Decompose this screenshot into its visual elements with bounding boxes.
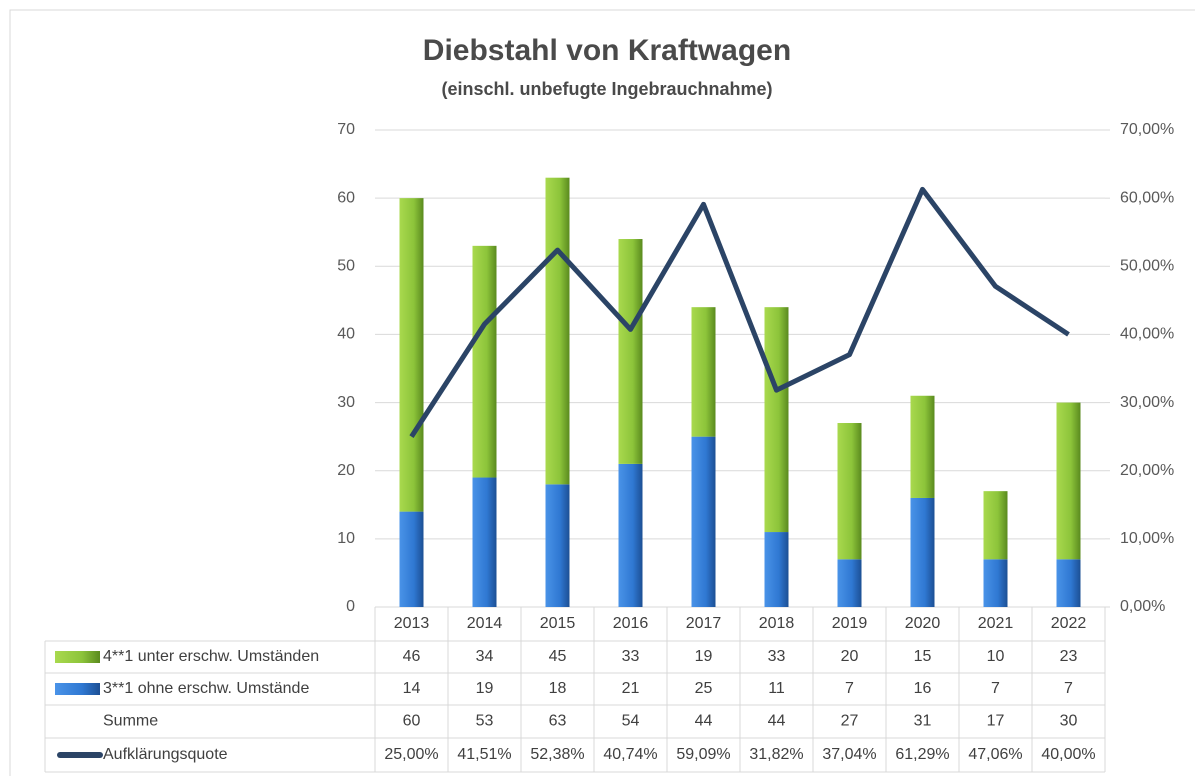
- table-value: 15: [914, 648, 932, 665]
- bar: [545, 177, 570, 485]
- bar: [399, 511, 424, 607]
- y-tick-label: 40: [337, 326, 355, 343]
- category-label: 2020: [905, 615, 941, 632]
- chart-subtitle: (einschl. unbefugte Ingebrauchnahme): [441, 79, 772, 99]
- bar: [837, 559, 862, 607]
- table-value: 45: [549, 648, 567, 665]
- bar: [691, 436, 716, 607]
- table-value: 25,00%: [384, 746, 438, 763]
- table-value: 30: [1060, 713, 1078, 730]
- table-value: 53: [476, 713, 494, 730]
- table-value: 44: [695, 713, 713, 730]
- bar: [399, 198, 424, 512]
- frame: [9, 9, 1195, 776]
- y2-tick-label: 0,00%: [1120, 598, 1165, 615]
- table-value: 11: [768, 680, 785, 697]
- category-label: 2021: [978, 615, 1014, 632]
- y-tick-label: 70: [337, 121, 355, 138]
- y-tick-label: 20: [337, 462, 355, 479]
- table-value: 34: [476, 648, 494, 665]
- table-value: 31: [914, 713, 932, 730]
- table-value: 41,51%: [457, 746, 511, 763]
- legend-label: 3**1 ohne erschw. Umstände: [103, 680, 309, 697]
- table-value: 33: [622, 648, 640, 665]
- y-tick-label: 10: [337, 530, 355, 547]
- table-value: 7: [991, 680, 1000, 697]
- category-label: 2022: [1051, 615, 1087, 632]
- y-tick-label: 30: [337, 394, 355, 411]
- legend-label: 4**1 unter erschw. Umständen: [103, 648, 319, 665]
- table-value: 27: [841, 713, 859, 730]
- bar: [764, 532, 789, 607]
- table-value: 23: [1060, 648, 1078, 665]
- bar: [764, 307, 789, 533]
- bar: [472, 477, 497, 607]
- table-value: 17: [987, 713, 1005, 730]
- bar: [983, 491, 1008, 560]
- table-value: 7: [845, 680, 854, 697]
- category-label: 2019: [832, 615, 868, 632]
- bar: [618, 463, 643, 607]
- y2-tick-label: 70,00%: [1120, 121, 1174, 138]
- bar: [1056, 559, 1081, 607]
- table-value: 60: [403, 713, 421, 730]
- category-label: 2016: [613, 615, 649, 632]
- bar: [472, 245, 497, 478]
- table-value: 31,82%: [749, 746, 803, 763]
- table-value: 59,09%: [676, 746, 730, 763]
- bar: [837, 423, 862, 560]
- table-value: 20: [841, 648, 859, 665]
- table-value: 54: [622, 713, 640, 730]
- table-value: 10: [987, 648, 1005, 665]
- table-value: 52,38%: [530, 746, 584, 763]
- y-tick-label: 50: [337, 258, 355, 275]
- legend-key: [55, 651, 100, 663]
- y2-tick-label: 60,00%: [1120, 189, 1174, 206]
- bar: [618, 239, 643, 464]
- category-label: 2018: [759, 615, 795, 632]
- table-value: 16: [914, 680, 932, 697]
- table-value: 18: [549, 680, 567, 697]
- table-value: 47,06%: [968, 746, 1022, 763]
- table-value: 25: [695, 680, 713, 697]
- row-label: Summe: [103, 713, 158, 730]
- line-series: [409, 186, 1070, 439]
- bar: [545, 484, 570, 607]
- category-label: 2014: [467, 615, 503, 632]
- table-value: 7: [1064, 680, 1073, 697]
- category-label: 2017: [686, 615, 722, 632]
- legend-label: Aufklärungsquote: [103, 746, 228, 763]
- legend-key: [55, 683, 100, 695]
- bar: [910, 497, 935, 607]
- category-label: 2013: [394, 615, 430, 632]
- y-tick-label: 0: [346, 598, 355, 615]
- bar: [1056, 402, 1081, 560]
- bar: [691, 307, 716, 437]
- y2-tick-label: 30,00%: [1120, 394, 1174, 411]
- bar: [910, 395, 935, 498]
- table-value: 40,74%: [603, 746, 657, 763]
- y-tick-label: 60: [337, 189, 355, 206]
- category-label: 2015: [540, 615, 576, 632]
- y2-tick-label: 50,00%: [1120, 258, 1174, 275]
- table-value: 44: [768, 713, 786, 730]
- bar: [983, 559, 1008, 607]
- y2-tick-label: 10,00%: [1120, 530, 1174, 547]
- table-value: 40,00%: [1041, 746, 1095, 763]
- table-value: 61,29%: [895, 746, 949, 763]
- y2-tick-label: 40,00%: [1120, 326, 1174, 343]
- table-value: 37,04%: [822, 746, 876, 763]
- y2-tick-label: 20,00%: [1120, 462, 1174, 479]
- table-value: 21: [622, 680, 640, 697]
- table-value: 33: [768, 648, 786, 665]
- table-value: 63: [549, 713, 567, 730]
- chart-title: Diebstahl von Kraftwagen: [423, 34, 791, 67]
- table-value: 46: [403, 648, 421, 665]
- table-value: 14: [403, 680, 421, 697]
- table-value: 19: [476, 680, 494, 697]
- table-value: 19: [695, 648, 713, 665]
